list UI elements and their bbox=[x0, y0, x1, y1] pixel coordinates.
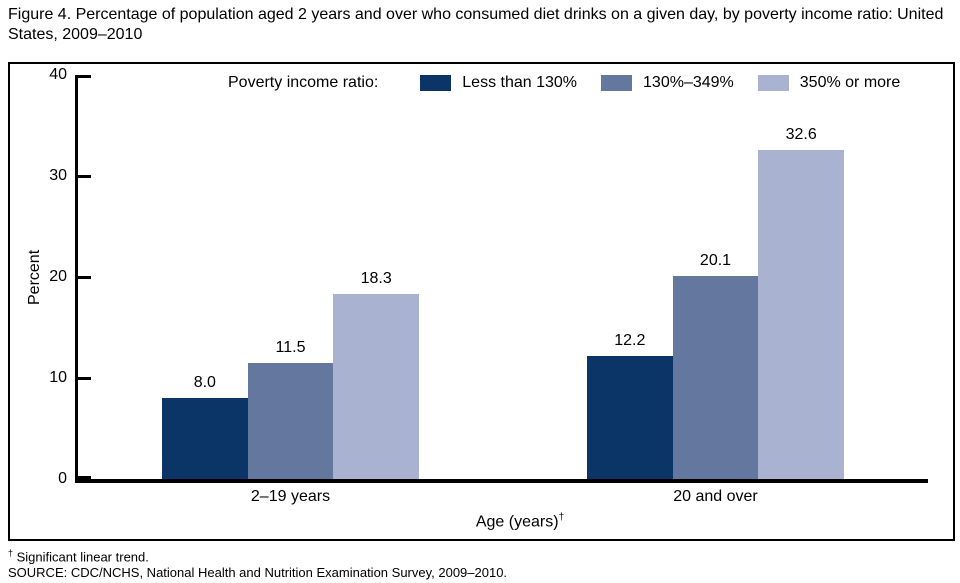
legend-title: Poverty income ratio: bbox=[228, 74, 379, 91]
legend: Poverty income ratio: Less than 130% 130%… bbox=[228, 73, 900, 93]
x-axis-title-text: Age (years) bbox=[475, 513, 559, 531]
figure-title: Figure 4. Percentage of population aged … bbox=[8, 6, 944, 43]
bar-value-label: 32.6 bbox=[785, 125, 817, 143]
bar-value-label: 20.1 bbox=[699, 252, 732, 269]
legend-item: 350% or more bbox=[757, 74, 901, 92]
legend-item-label: 350% or more bbox=[799, 74, 901, 91]
chart-frame: Poverty income ratio: Less than 130% 130%… bbox=[8, 62, 955, 541]
footnotes: † Significant linear trend. SOURCE: CDC/… bbox=[8, 545, 507, 581]
y-tick-label: 30 bbox=[49, 167, 67, 184]
x-axis-title-dagger: † bbox=[558, 512, 565, 523]
bar-value-label: 12.2 bbox=[614, 331, 646, 349]
y-tick-label: 0 bbox=[58, 470, 67, 487]
y-tick bbox=[78, 174, 91, 178]
y-tick-label: 10 bbox=[49, 369, 67, 386]
footnote-trend: † Significant linear trend. bbox=[8, 545, 507, 565]
legend-item-label: Less than 130% bbox=[462, 74, 578, 91]
bar bbox=[672, 276, 759, 479]
x-category-label: 20 and over bbox=[673, 488, 758, 505]
bar bbox=[247, 362, 334, 479]
legend-item: 130%–349% bbox=[601, 74, 734, 92]
x-category-label: 2–19 years bbox=[250, 488, 331, 505]
legend-swatch-2 bbox=[757, 75, 789, 91]
footnote-source: SOURCE: CDC/NCHS, National Health and Nu… bbox=[8, 565, 508, 581]
legend-swatch-1 bbox=[601, 75, 633, 91]
bar-value-label: 11.5 bbox=[275, 338, 306, 356]
bar bbox=[162, 398, 248, 479]
y-tick bbox=[78, 275, 91, 279]
plot-area: 8.0 11.5 18.3 12.2 20.1 32.6 bbox=[75, 75, 928, 483]
legend-item: Less than 130% bbox=[420, 74, 577, 92]
legend-item-label: 130%–349% bbox=[643, 74, 734, 91]
bar-value-label: 8.0 bbox=[193, 374, 216, 392]
bar bbox=[333, 294, 419, 479]
footnote-dagger: † bbox=[8, 548, 14, 558]
x-axis-title: Age (years)† bbox=[440, 508, 600, 531]
y-tick bbox=[78, 75, 91, 78]
bar bbox=[758, 149, 844, 479]
bar bbox=[587, 355, 673, 479]
y-tick bbox=[78, 376, 91, 380]
y-tick bbox=[78, 476, 91, 479]
legend-swatch-0 bbox=[420, 75, 452, 91]
y-tick-label: 20 bbox=[49, 268, 67, 285]
y-tick-label: 40 bbox=[49, 66, 67, 83]
bar-value-label: 18.3 bbox=[360, 270, 392, 288]
footnote-trend-text: Significant linear trend. bbox=[13, 549, 149, 565]
